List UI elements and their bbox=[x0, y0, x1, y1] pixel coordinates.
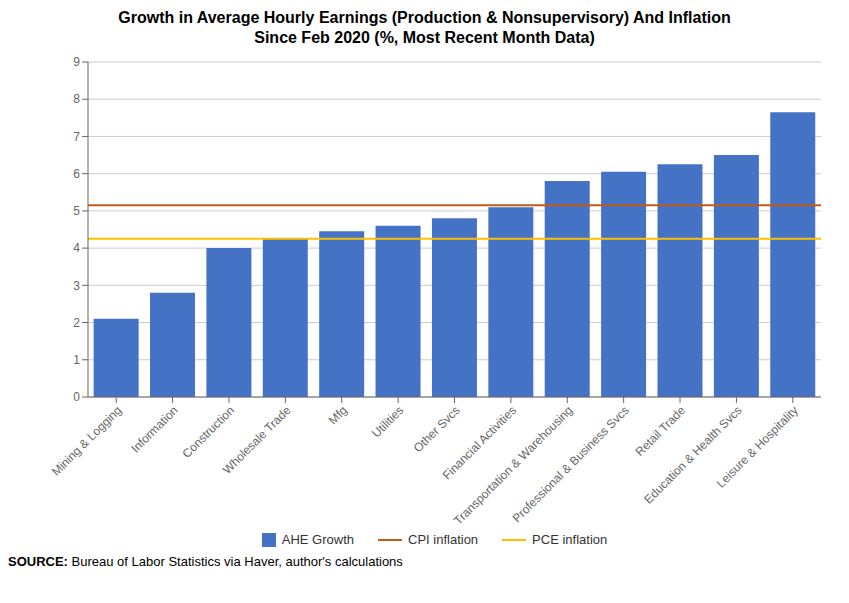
svg-text:1: 1 bbox=[73, 353, 80, 367]
html-text:SOURCE: Bureau of Labor Statis: SOURCE: Bureau of Labor Statistics via H… bbox=[8, 554, 403, 569]
html-text:CPI inflation: CPI inflation bbox=[408, 532, 479, 547]
svg-text:Utilities: Utilities bbox=[369, 403, 406, 440]
svg-text:3: 3 bbox=[73, 279, 80, 293]
svg-text:Other Svcs: Other Svcs bbox=[411, 403, 463, 455]
svg-text:5: 5 bbox=[73, 204, 80, 218]
svg-text:0: 0 bbox=[73, 390, 80, 404]
svg-text:Mfg: Mfg bbox=[326, 403, 350, 427]
svg-text:4: 4 bbox=[73, 241, 80, 255]
svg-text:7: 7 bbox=[73, 130, 80, 144]
svg-text:6: 6 bbox=[73, 167, 80, 181]
svg-text:Wholesale Trade: Wholesale Trade bbox=[220, 403, 294, 477]
svg-text:Education & Health Svcs: Education & Health Svcs bbox=[641, 403, 744, 506]
html-text:AHE Growth: AHE Growth bbox=[281, 532, 354, 547]
svg-text:Leisure & Hospitality: Leisure & Hospitality bbox=[714, 403, 801, 490]
svg-text:Transportation & Warehousing: Transportation & Warehousing bbox=[451, 403, 575, 527]
svg-text:Financial Activities: Financial Activities bbox=[439, 403, 519, 483]
svg-text:2: 2 bbox=[73, 316, 80, 330]
html-text:PCE inflation: PCE inflation bbox=[532, 532, 608, 547]
svg-text:8: 8 bbox=[73, 92, 80, 106]
svg-text:9: 9 bbox=[73, 55, 80, 69]
svg-text:Information: Information bbox=[128, 403, 180, 455]
svg-text:Professional & Business Svcs: Professional & Business Svcs bbox=[510, 403, 632, 525]
svg-text:Construction: Construction bbox=[180, 403, 238, 461]
svg-text:Retail Trade: Retail Trade bbox=[633, 403, 689, 459]
svg-text:Mining & Logging: Mining & Logging bbox=[49, 403, 124, 478]
html-text:Growth in Average Hourly Earni: Growth in Average Hourly Earnings (Produ… bbox=[118, 9, 731, 46]
